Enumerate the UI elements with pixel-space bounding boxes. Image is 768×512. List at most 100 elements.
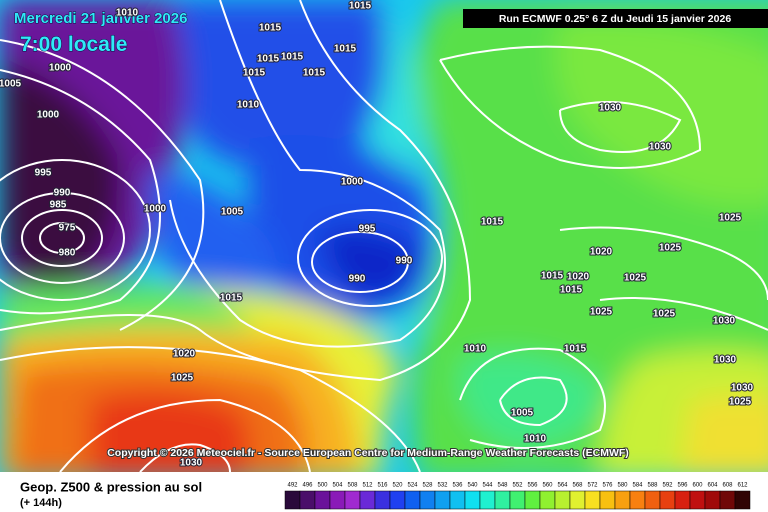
isobar-label: 1015 <box>243 68 266 79</box>
colorbar-label: 588 <box>647 483 658 489</box>
colorbar-swatch <box>284 490 301 510</box>
isobar-label: 1030 <box>731 383 754 394</box>
isobar-label: 1020 <box>173 349 196 360</box>
colorbar-swatch <box>689 490 706 510</box>
colorbar-label: 568 <box>572 483 583 489</box>
isobar-label: 1030 <box>713 316 736 327</box>
colorbar-label: 528 <box>422 483 433 489</box>
isobar-label: 1025 <box>729 397 752 408</box>
colorbar-swatch <box>659 490 676 510</box>
colorbar-swatch <box>539 490 556 510</box>
colorbar-swatch <box>644 490 661 510</box>
isobar-label: 1025 <box>624 273 647 284</box>
footer-title: Geop. Z500 & pression au sol <box>20 479 202 494</box>
colorbar-swatch <box>374 490 391 510</box>
colorbar-label: 612 <box>737 483 748 489</box>
forecast-time: 7:00 locale <box>20 33 127 56</box>
colorbar-swatch <box>734 490 751 510</box>
isobar-label: 1010 <box>116 8 139 19</box>
colorbar-label: 580 <box>617 483 628 489</box>
colorbar-swatch <box>329 490 346 510</box>
colorbar-swatch <box>509 490 526 510</box>
isobar-label: 1010 <box>464 344 487 355</box>
isobars <box>0 0 768 472</box>
colorbar-swatch <box>704 490 721 510</box>
colorbar-label: 584 <box>632 483 643 489</box>
isobar-label: 1000 <box>341 177 364 188</box>
isobar-label: 1030 <box>649 142 672 153</box>
isobar-label: 1015 <box>303 68 326 79</box>
isobar-label: 1015 <box>220 293 243 304</box>
colorbar: 492 496 500 504 508 512 516 520 524 528 532 536 540 5… <box>284 483 751 510</box>
isobar-label: 990 <box>54 188 71 199</box>
isobar-label: 1010 <box>237 100 260 111</box>
colorbar-swatch <box>359 490 376 510</box>
isobar-label: 1010 <box>524 434 547 445</box>
colorbar-label: 548 <box>497 483 508 489</box>
colorbar-label: 600 <box>692 483 703 489</box>
field <box>0 0 768 472</box>
colorbar-swatch <box>569 490 586 510</box>
isobar-label: 1005 <box>0 79 22 90</box>
colorbar-swatch <box>299 490 316 510</box>
colorbar-swatch <box>629 490 646 510</box>
isobar-label: 1015 <box>281 52 304 63</box>
colorbar-swatch <box>674 490 691 510</box>
isobar-label: 985 <box>50 200 67 211</box>
isobar-label: 1000 <box>37 110 60 121</box>
colorbar-swatch <box>314 490 331 510</box>
isobar-label: 1025 <box>590 307 613 318</box>
run-box <box>463 9 768 28</box>
isobar-label: 1015 <box>259 23 282 34</box>
colorbar-swatch <box>434 490 451 510</box>
isobar-label: 1020 <box>590 247 613 258</box>
colorbar-label: 540 <box>467 483 478 489</box>
isobar-label: 990 <box>349 274 366 285</box>
colorbar-label: 492 <box>287 483 298 489</box>
colorbar-label: 560 <box>542 483 553 489</box>
colorbar-swatch <box>344 490 361 510</box>
isobar-label: 995 <box>35 168 52 179</box>
isobar-label: 1015 <box>560 285 583 296</box>
colorbar-label: 536 <box>452 483 463 489</box>
isobar-label: 1015 <box>334 44 357 55</box>
isobar-label: 1030 <box>180 458 203 469</box>
isobar-label: 1030 <box>714 355 737 366</box>
colorbar-swatch <box>419 490 436 510</box>
colorbar-label: 504 <box>332 483 343 489</box>
colorbar-label: 512 <box>362 483 373 489</box>
isobar-label: 1015 <box>541 271 564 282</box>
isobar-label: 980 <box>59 248 76 259</box>
isobar-label: 1000 <box>49 63 72 74</box>
isobar-label: 1015 <box>481 217 504 228</box>
isobar-label: 1005 <box>221 207 244 218</box>
colorbar-label: 604 <box>707 483 718 489</box>
colorbar-label: 572 <box>587 483 598 489</box>
colorbar-label: 516 <box>377 483 388 489</box>
isobar-label: 995 <box>359 224 376 235</box>
forecast-date: Mercredi 21 janvier 2026 <box>14 10 187 27</box>
isobar-label: 1020 <box>567 272 590 283</box>
colorbar-label: 532 <box>437 483 448 489</box>
colorbar-swatch <box>614 490 631 510</box>
isobar-label: 990 <box>396 256 413 267</box>
colorbar-swatch <box>719 490 736 510</box>
isobar-label: 1005 <box>511 408 534 419</box>
isobar-label: 1025 <box>171 373 194 384</box>
isobar-label: 1025 <box>659 243 682 254</box>
isobar-label: 1025 <box>653 309 676 320</box>
copyright: Copyright © 2026 Meteociel.fr - Source E… <box>107 447 629 459</box>
colorbar-label: 544 <box>482 483 493 489</box>
isobar-label: 1015 <box>257 54 280 65</box>
colorbar-label: 564 <box>557 483 568 489</box>
footer-lead: (+ 144h) <box>20 497 62 509</box>
run-info: Run ECMWF 0.25° 6 Z du Jeudi 15 janvier … <box>499 13 732 25</box>
colorbar-label: 556 <box>527 483 538 489</box>
isobar-label: 1015 <box>349 1 372 12</box>
colorbar-label: 608 <box>722 483 733 489</box>
isobar-label: 975 <box>59 223 76 234</box>
colorbar-swatch <box>464 490 481 510</box>
colorbar-swatch <box>404 490 421 510</box>
